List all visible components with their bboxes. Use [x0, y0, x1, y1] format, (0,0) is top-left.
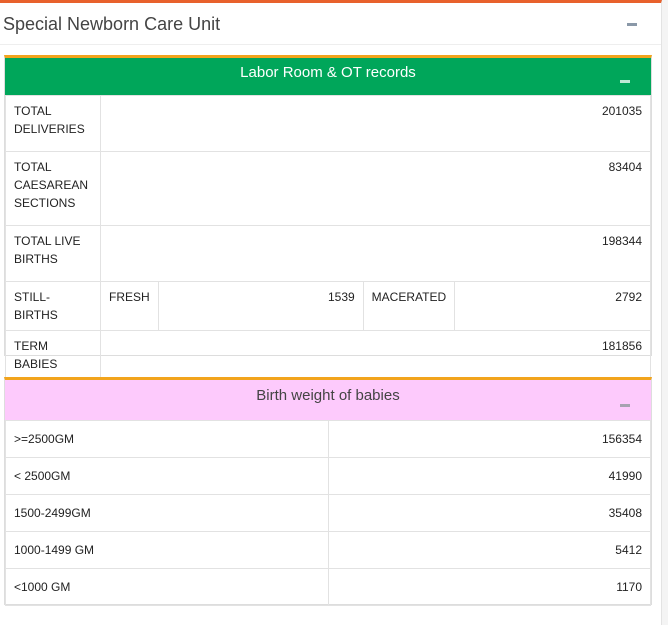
table-row: TOTAL DELIVERIES 201035: [5, 95, 651, 152]
weight-value: 1170: [328, 568, 651, 606]
labor-room-panel: Labor Room & OT records TOTAL DELIVERIES …: [4, 55, 652, 380]
table-row: TERM BABIES 181856: [5, 330, 651, 380]
fresh-value: 1539: [157, 281, 364, 331]
labor-room-table: TOTAL DELIVERIES 201035 TOTAL CAESAREAN SEC…: [5, 95, 651, 380]
table-row: TOTAL LIVE BIRTHS 198344: [5, 225, 651, 282]
still-births-label: STILL-BIRTHS: [5, 281, 101, 331]
table-row: >=2500GM 156354: [5, 420, 651, 458]
weight-label: <1000 GM: [5, 568, 329, 606]
table-row: 1500-2499GM 35408: [5, 494, 651, 532]
birth-weight-title: Birth weight of babies: [256, 387, 400, 404]
birth-weight-header: Birth weight of babies: [5, 380, 651, 420]
minus-icon[interactable]: [620, 404, 630, 407]
labor-room-title: Labor Room & OT records: [240, 64, 416, 81]
row-value: 83404: [100, 151, 651, 226]
minus-icon[interactable]: [620, 80, 630, 83]
fresh-label: FRESH: [100, 281, 159, 331]
term-babies-value: 181856: [100, 330, 651, 380]
weight-value: 35408: [328, 494, 651, 532]
row-label: TOTAL LIVE BIRTHS: [5, 225, 101, 282]
row-label: TOTAL CAESAREAN SECTIONS: [5, 151, 101, 226]
labor-room-header: Labor Room & OT records: [5, 58, 651, 95]
macerated-label: MACERATED: [362, 281, 456, 331]
weight-value: 5412: [328, 531, 651, 569]
weight-label: 1000-1499 GM: [5, 531, 329, 569]
snc-unit-title: Special Newborn Care Unit: [3, 14, 221, 34]
weight-label: >=2500GM: [5, 420, 329, 458]
weight-value: 156354: [328, 420, 651, 458]
row-value: 198344: [100, 225, 651, 282]
table-row: <1000 GM 1170: [5, 568, 651, 606]
macerated-value: 2792: [454, 281, 651, 331]
weight-label: 1500-2499GM: [5, 494, 329, 532]
table-row: TOTAL CAESAREAN SECTIONS 83404: [5, 151, 651, 226]
table-row: < 2500GM 41990: [5, 457, 651, 495]
row-value: 201035: [100, 95, 651, 152]
birth-weight-panel: Birth weight of babies >=2500GM 156354 <…: [4, 377, 652, 606]
birth-weight-table: >=2500GM 156354 < 2500GM 41990 1500-2499…: [5, 420, 651, 606]
table-row: 1000-1499 GM 5412: [5, 531, 651, 569]
weight-value: 41990: [328, 457, 651, 495]
snc-unit-header: Special Newborn Care Unit: [0, 3, 661, 45]
row-label: TOTAL DELIVERIES: [5, 95, 101, 152]
term-babies-label: TERM BABIES: [5, 330, 101, 380]
table-row: STILL-BIRTHS FRESH 1539 MACERATED 2792: [5, 281, 651, 331]
weight-label: < 2500GM: [5, 457, 329, 495]
minus-icon[interactable]: [627, 23, 637, 26]
